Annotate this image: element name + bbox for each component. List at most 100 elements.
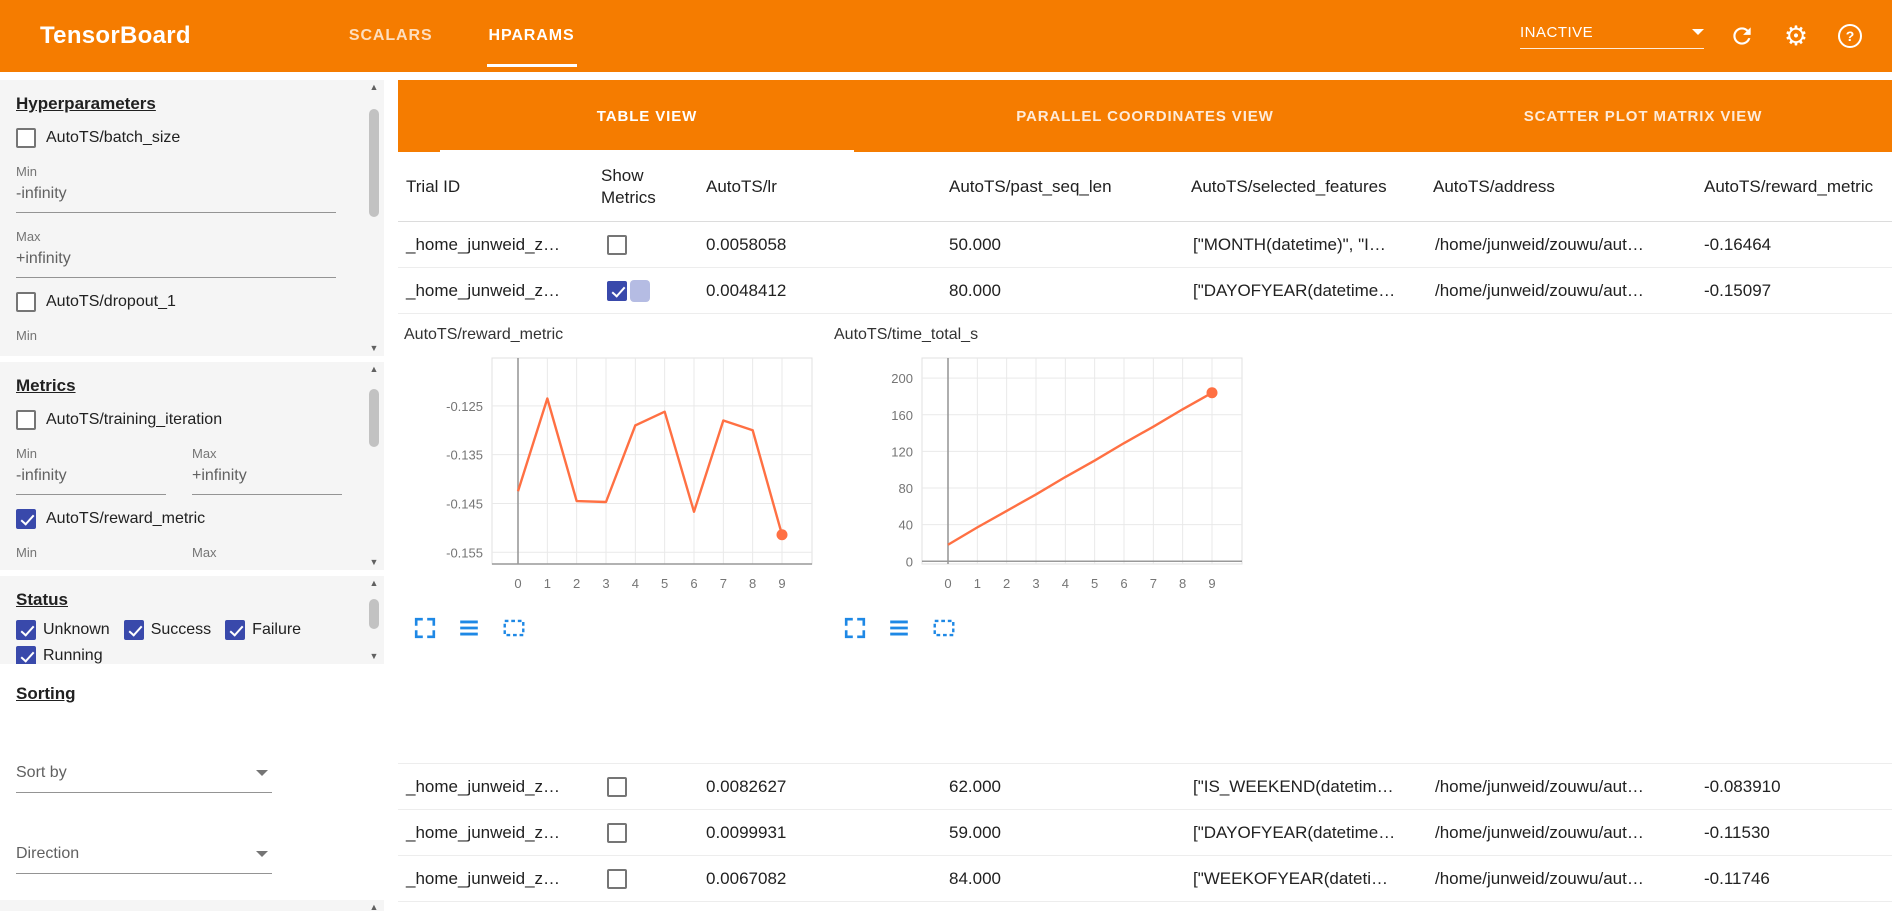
- status-failure[interactable]: Failure: [225, 620, 301, 640]
- svg-text:-0.145: -0.145: [446, 496, 483, 511]
- min-input[interactable]: -infinity: [16, 461, 166, 495]
- refresh-icon: [1733, 27, 1751, 45]
- direction-select[interactable]: Direction: [16, 837, 272, 874]
- chevron-down-icon: [1692, 29, 1704, 35]
- dropout-checkbox[interactable]: [16, 292, 36, 312]
- checkbox-ripple: [630, 279, 650, 302]
- fullscreen-icon[interactable]: [844, 617, 866, 639]
- failure-checkbox[interactable]: [225, 620, 246, 640]
- hparam-dropout-row[interactable]: AutoTS/dropout_1: [16, 292, 348, 312]
- status-success[interactable]: Success: [123, 620, 211, 640]
- selected-features-cell: ["DAYOFYEAR(datetime…: [1193, 822, 1396, 842]
- metric-training-iteration-row[interactable]: AutoTS/training_iteration: [16, 410, 348, 430]
- show-metrics-checkbox[interactable]: [607, 868, 627, 889]
- gear-icon: ⚙: [1783, 20, 1809, 51]
- hparam-batch-size-row[interactable]: AutoTS/batch_size: [16, 128, 348, 148]
- batch-size-max-field[interactable]: Max +infinity: [16, 229, 348, 278]
- table-row[interactable]: _home_junweid_z… 0.0067082 84.000 ["WEEK…: [398, 856, 1892, 902]
- scroll-up-icon[interactable]: ▲: [369, 578, 379, 588]
- max-input[interactable]: +infinity: [192, 461, 342, 495]
- past-seq-len-cell: 84.000: [949, 868, 1001, 888]
- scroll-up-icon[interactable]: ▲: [369, 902, 379, 911]
- dropout-min-label: Min: [16, 328, 37, 343]
- lr-cell: 0.0058058: [706, 234, 787, 254]
- hparams-main: TABLE VIEW PARALLEL COORDINATES VIEW SCA…: [398, 80, 1892, 911]
- reward-metric-cell: -0.11530: [1704, 822, 1770, 842]
- paging-scrollbar[interactable]: ▲: [367, 903, 381, 911]
- col-reward-metric: AutoTS/reward_metric: [1704, 176, 1874, 196]
- fullscreen-icon[interactable]: [414, 617, 436, 639]
- batch-size-checkbox[interactable]: [16, 128, 36, 148]
- tab-scalars[interactable]: SCALARS: [348, 27, 433, 44]
- sort-by-label: Sort by: [16, 764, 67, 781]
- svg-text:4: 4: [1062, 576, 1069, 591]
- status-scrollbar[interactable]: ▲ ▼: [367, 579, 381, 661]
- status-running[interactable]: Running: [16, 646, 103, 664]
- metrics-heading: Metrics: [16, 376, 76, 395]
- scroll-thumb[interactable]: [369, 599, 379, 629]
- address-cell: /home/junweid/zouwu/aut…: [1435, 280, 1644, 300]
- svg-text:7: 7: [1150, 576, 1157, 591]
- status-heading: Status: [16, 590, 68, 609]
- reward-metric-cell: -0.11746: [1704, 868, 1770, 888]
- scroll-down-icon[interactable]: ▼: [369, 557, 379, 567]
- min-label: Min: [16, 164, 37, 179]
- max-input[interactable]: +infinity: [16, 244, 336, 278]
- table-row[interactable]: _home_junweid_z… 0.0048412 80.000 ["DAYO…: [398, 268, 1892, 314]
- sort-by-select[interactable]: Sort by: [16, 756, 272, 793]
- table-header: Trial ID Show Metrics AutoTS/lr AutoTS/p…: [398, 152, 1892, 222]
- data-list-icon[interactable]: [888, 617, 910, 639]
- help-button[interactable]: ?: [1834, 20, 1866, 52]
- table-row[interactable]: _home_junweid_z… 0.0099931 59.000 ["DAYO…: [398, 810, 1892, 856]
- selected-features-cell: ["IS_WEEKEND(datetim…: [1193, 776, 1394, 796]
- scroll-up-icon[interactable]: ▲: [369, 82, 379, 92]
- scroll-thumb[interactable]: [369, 109, 379, 217]
- scroll-down-icon[interactable]: ▼: [369, 343, 379, 353]
- tab-table-view[interactable]: TABLE VIEW: [398, 80, 896, 152]
- running-checkbox[interactable]: [16, 646, 36, 664]
- hyperparameters-scrollbar[interactable]: ▲ ▼: [367, 83, 381, 353]
- reward-metric-checkbox[interactable]: [16, 509, 36, 529]
- chart-toolbar: [414, 617, 818, 639]
- status-unknown[interactable]: Unknown: [16, 620, 110, 640]
- show-metrics-checkbox[interactable]: [607, 280, 627, 301]
- metrics-scrollbar[interactable]: ▲ ▼: [367, 365, 381, 567]
- hparam-label: AutoTS/dropout_1: [46, 293, 176, 310]
- show-metrics-checkbox[interactable]: [607, 822, 627, 843]
- refresh-button[interactable]: [1726, 20, 1758, 52]
- time-total-line-chart[interactable]: 0 40 80 120 160 200 0 1 2 3 4 5 6 7 8 9: [832, 350, 1248, 605]
- data-list-icon[interactable]: [458, 617, 480, 639]
- svg-text:-0.125: -0.125: [446, 399, 483, 414]
- col-trial-id: Trial ID: [406, 176, 461, 196]
- marquee-select-icon[interactable]: [932, 617, 956, 639]
- training-iteration-checkbox[interactable]: [16, 410, 36, 430]
- run-status-dropdown[interactable]: INACTIVE: [1520, 24, 1704, 49]
- tab-hparams[interactable]: HPARAMS: [461, 0, 603, 72]
- scroll-thumb[interactable]: [369, 389, 379, 447]
- svg-text:5: 5: [1091, 576, 1098, 591]
- min-input[interactable]: -infinity: [16, 179, 336, 213]
- max-label: Max: [16, 229, 41, 244]
- metric-reward-metric-row[interactable]: AutoTS/reward_metric: [16, 509, 348, 529]
- status-row-1: Unknown Success Failure: [16, 620, 348, 640]
- svg-text:0: 0: [514, 576, 521, 591]
- max-label: Max: [192, 545, 217, 560]
- trial-id-cell: _home_junweid_z…: [406, 776, 561, 796]
- table-row[interactable]: _home_junweid_z… 0.0058058 50.000 ["MONT…: [398, 222, 1892, 268]
- table-row[interactable]: _home_junweid_z… 0.0082627 62.000 ["IS_W…: [398, 764, 1892, 810]
- tab-scatter-plot-matrix-view[interactable]: SCATTER PLOT MATRIX VIEW: [1523, 107, 1763, 125]
- hyperparameters-heading: Hyperparameters: [16, 94, 156, 113]
- scroll-down-icon[interactable]: ▼: [369, 651, 379, 661]
- marquee-select-icon[interactable]: [502, 617, 526, 639]
- success-checkbox[interactable]: [123, 620, 144, 640]
- status-label: Unknown: [43, 621, 110, 638]
- show-metrics-checkbox[interactable]: [607, 776, 627, 797]
- show-metrics-checkbox[interactable]: [607, 234, 627, 255]
- svg-text:8: 8: [749, 576, 756, 591]
- batch-size-min-field[interactable]: Min -infinity: [16, 164, 348, 213]
- tab-parallel-coordinates-view[interactable]: PARALLEL COORDINATES VIEW: [1016, 107, 1274, 125]
- unknown-checkbox[interactable]: [16, 620, 36, 640]
- reward-metric-line-chart[interactable]: -0.125 -0.135 -0.145 -0.155 0 1 2 3 4 5 6 7 8 9: [402, 350, 818, 605]
- settings-button[interactable]: ⚙: [1780, 20, 1812, 52]
- scroll-up-icon[interactable]: ▲: [369, 364, 379, 374]
